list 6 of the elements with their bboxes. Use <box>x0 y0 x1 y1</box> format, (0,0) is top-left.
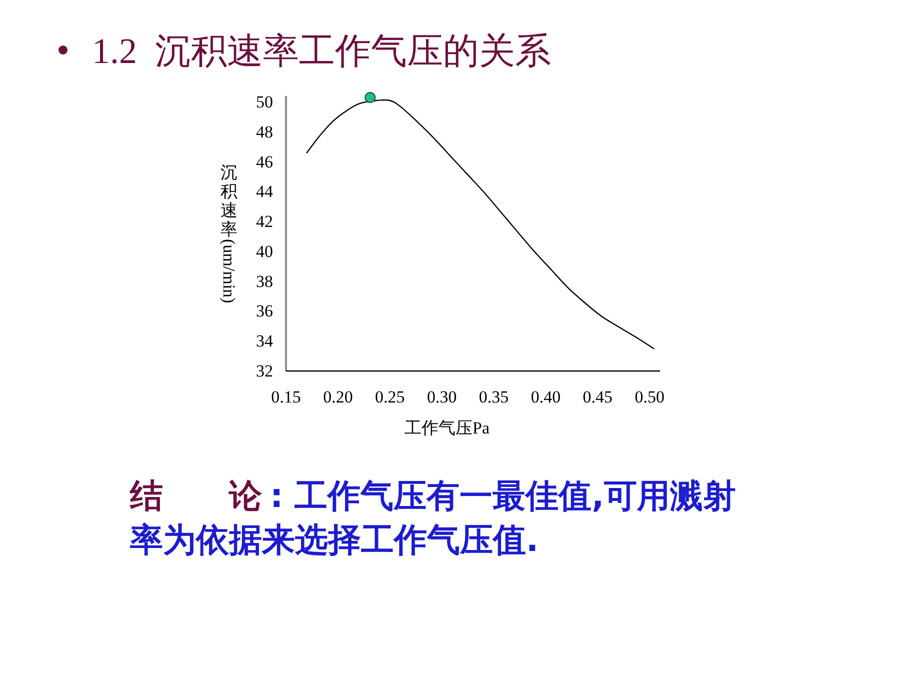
annotation: : 工作气压有一最佳值,可用溅射 <box>270 476 736 515</box>
annotation: 率为依据来选择工作气压值. <box>130 520 539 559</box>
ylabel: 沉积速率(um/min) <box>220 163 238 304</box>
title: 1.2 沉积速率工作气压的关系 <box>92 31 551 71</box>
xlabel: 工作气压Pa <box>404 418 490 438</box>
annotation: 结 论 <box>130 476 262 515</box>
